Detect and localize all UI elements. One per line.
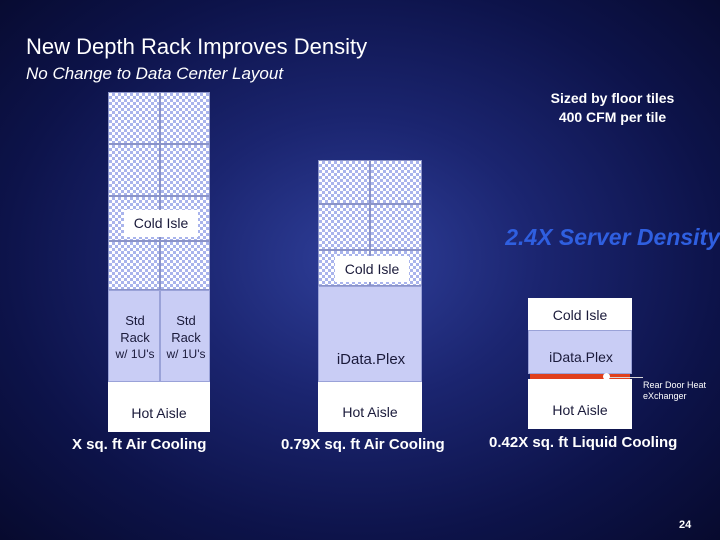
cold-aisle-box (124, 210, 198, 237)
floor-tile (318, 204, 370, 250)
floor-tile (370, 160, 422, 204)
idataplex-rack-label: iData.Plex (336, 351, 406, 368)
tile-sizing-note: Sized by floor tiles 400 CFM per tile (520, 89, 705, 127)
hot-aisle-label: Hot Aisle (342, 404, 398, 420)
page-number: 24 (679, 519, 692, 531)
floor-tile (160, 144, 210, 196)
layout-caption: 0.79X sq. ft Air Cooling (281, 436, 445, 453)
cold-aisle-label: Cold Isle (344, 261, 400, 277)
floor-tile (108, 92, 160, 144)
floor-tile (108, 144, 160, 196)
hot-aisle-box (528, 379, 632, 429)
note-line-1: Sized by floor tiles (550, 90, 675, 106)
std-rack-left-line2: Rack (120, 330, 150, 345)
layout-caption: X sq. ft Air Cooling (72, 436, 207, 453)
note-line-2: 400 CFM per tile (558, 109, 667, 125)
idataplex-rack: iData.Plex (528, 330, 632, 374)
callout-leader-line (607, 377, 643, 378)
std-rack-left: Std Rack w/ 1U's (108, 290, 160, 382)
hot-aisle-label: Hot Aisle (552, 402, 608, 418)
cold-aisle-label: Cold Isle (133, 215, 189, 231)
floor-tile (160, 92, 210, 144)
callout-line-2: eXchanger (643, 391, 687, 401)
hot-aisle-box (318, 382, 422, 432)
cold-aisle-label: Cold Isle (552, 307, 608, 323)
floor-tile (160, 241, 210, 290)
cold-aisle-box (335, 256, 409, 282)
hot-aisle-box (108, 382, 210, 432)
idataplex-rack: iData.Plex (318, 286, 422, 382)
callout-dot-icon (603, 373, 610, 380)
callout-line-1: Rear Door Heat (643, 380, 707, 390)
cold-aisle-box (528, 298, 632, 330)
slide-subtitle: No Change to Data Center Layout (26, 64, 284, 83)
layout-caption: 0.42X sq. ft Liquid Cooling (489, 434, 678, 451)
heat-exchanger-callout: Rear Door Heat eXchanger (643, 380, 706, 402)
idataplex-rack-label: iData.Plex (549, 349, 613, 365)
floor-tile (108, 241, 160, 290)
slide-title: New Depth Rack Improves Density (26, 34, 368, 59)
floor-tile (318, 160, 370, 204)
std-rack-right: Std Rack w/ 1U's (160, 290, 210, 382)
std-rack-right-line2: Rack (171, 330, 201, 345)
std-rack-left-line1: Std (125, 313, 145, 328)
std-rack-right-line1: Std (176, 313, 196, 328)
std-rack-left-line3: w/ 1U's (115, 347, 155, 361)
rear-door-heat-exchanger (530, 374, 630, 379)
floor-tile (370, 204, 422, 250)
density-label: 2.4X Server Density (505, 224, 720, 250)
std-rack-right-line3: w/ 1U's (166, 347, 206, 361)
hot-aisle-label: Hot Aisle (131, 405, 187, 421)
